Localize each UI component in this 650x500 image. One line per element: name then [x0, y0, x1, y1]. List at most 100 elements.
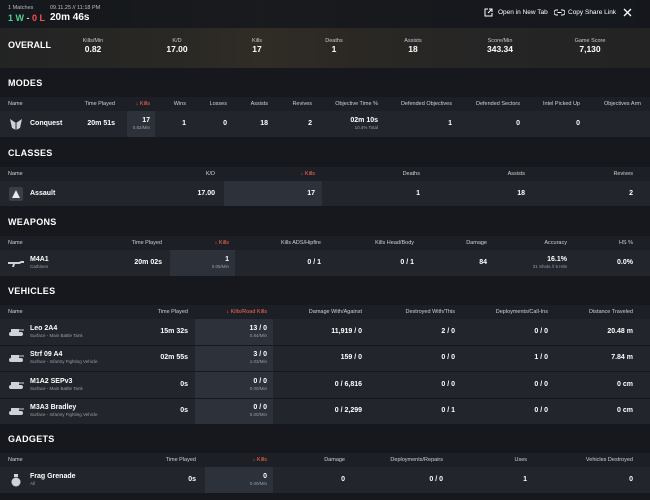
table-header-row [0, 167, 650, 181]
row-icon [11, 474, 21, 487]
column-header: Time Played [165, 457, 196, 463]
section-title: MODES [8, 78, 43, 88]
sorted-cell-highlight [195, 372, 273, 398]
link-icon[interactable] [554, 8, 565, 17]
table-row [0, 111, 650, 137]
overall-stat-value: 1 [331, 44, 337, 54]
overall-title: OVERALL [8, 40, 52, 50]
cell-value: 17.00 [197, 189, 215, 197]
cell-value: 1 [523, 476, 527, 483]
sorted-cell-highlight [224, 181, 322, 206]
table-header-row [0, 236, 650, 250]
column-header: Damage [324, 457, 345, 463]
open-in-new-tab[interactable]: Open in New Tab [498, 9, 548, 16]
cell-value: 1 [182, 120, 186, 127]
sorted-cell-highlight [205, 467, 273, 493]
cell-subvalue: 0.00/Min [249, 385, 267, 391]
section-title: CLASSES [8, 148, 53, 158]
cell-value: 1 / 0 [534, 354, 548, 362]
column-header: Losses [209, 101, 227, 107]
column-header: Accuracy [544, 240, 567, 246]
cell-value: 2 [629, 189, 633, 197]
cell-value: 0 / 0 [253, 404, 267, 412]
column-header: Assists [507, 171, 525, 177]
column-header: HS % [618, 240, 633, 246]
open-icon[interactable] [484, 8, 493, 17]
table-row [0, 181, 650, 206]
cell-value: 0 / 6,816 [334, 380, 362, 388]
cell-value: 02m 10s [350, 117, 378, 124]
sorted-cell-highlight [127, 111, 155, 137]
cell-subvalue: 1.03/Min [249, 359, 267, 365]
overall-stat-label: Kills [251, 38, 263, 44]
column-header: Defended Sectors [475, 101, 520, 107]
overall-stat-label: Kills/Min [82, 38, 104, 44]
cell-value: 0 / 0 [253, 377, 267, 385]
overall-stat-value: 0.82 [84, 44, 102, 54]
cell-subvalue: 0.00/Min [249, 412, 267, 418]
cell-value: 0 / 0 [534, 407, 548, 415]
overall-stat-value: 343.34 [487, 44, 513, 54]
column-header: Name [8, 101, 23, 107]
cell-subvalue: 31 Shots // 5 Hits [532, 264, 567, 269]
cell-value: 2 / 0 [441, 327, 455, 335]
sorted-cell-highlight [170, 250, 235, 276]
cell-value: 20m 51s [87, 120, 115, 127]
cell-value: 18 [517, 189, 525, 197]
cell-value: 1 [416, 189, 420, 197]
column-header: Time Played [157, 309, 188, 315]
column-header: Name [8, 309, 23, 315]
row-name: Strf 09 A4 [30, 351, 63, 359]
column-header: Defended Objectives [400, 101, 452, 107]
table-row [0, 372, 650, 398]
cell-value: 0 / 0 [441, 354, 455, 362]
top-band [0, 0, 650, 28]
table-row [0, 398, 650, 424]
section-title: WEAPONS [8, 217, 57, 227]
row-icon [9, 186, 23, 201]
table-row [0, 467, 650, 493]
cell-value: 1 [448, 120, 452, 127]
column-header: Kills [253, 457, 267, 463]
table-header-row [0, 453, 650, 467]
overall-stat-value: 18 [408, 44, 418, 54]
cell-value: 0s [180, 380, 188, 388]
row-subtitle: Carbines [30, 264, 49, 269]
cell-value: 0 / 0 [441, 380, 455, 388]
row-icon [9, 328, 24, 336]
close-button[interactable] [623, 8, 632, 17]
row-icon [9, 381, 24, 389]
column-header: K/D [205, 171, 215, 177]
overall-stat-label: Assists [404, 38, 422, 44]
row-icon [9, 355, 24, 363]
cell-value: 0s [188, 476, 196, 483]
column-header: Deployments/Call-Ins [495, 309, 548, 315]
column-header: Damage With/Against [308, 309, 362, 315]
copy-share-link[interactable]: Copy Share Link [568, 9, 617, 16]
table-row [0, 319, 650, 345]
overall-stat-label: K/D [172, 38, 182, 44]
cell-value: 0 / 2,299 [334, 407, 362, 415]
cell-subvalue: 0.82/Min [132, 125, 150, 130]
cell-value: 15m 32s [160, 327, 188, 335]
column-header: Deaths [402, 171, 420, 177]
losses: 0 L [32, 13, 46, 23]
sorted-cell-highlight [195, 398, 273, 424]
cell-value: 1 [225, 256, 229, 263]
column-header: Name [8, 240, 23, 246]
cell-value: 2 [308, 120, 312, 127]
match-count: 1 Matches [8, 5, 34, 11]
table-row [0, 345, 650, 371]
overall-stat-value: 17 [252, 44, 262, 54]
cell-value: 16.1% [547, 256, 567, 263]
row-name: M4A1 [30, 256, 49, 263]
cell-value: 20.48 m [607, 327, 633, 335]
row-name: M3A3 Bradley [30, 404, 77, 412]
cell-value: 84 [479, 259, 487, 266]
table-header-row [0, 305, 650, 319]
wins: 1 W [8, 13, 25, 23]
cell-value: 0 [576, 120, 580, 127]
row-subtitle: Surface - Infantry Fighting Vehicle [30, 359, 98, 365]
row-icon [8, 261, 24, 267]
row-name: Leo 2A4 [30, 324, 58, 332]
